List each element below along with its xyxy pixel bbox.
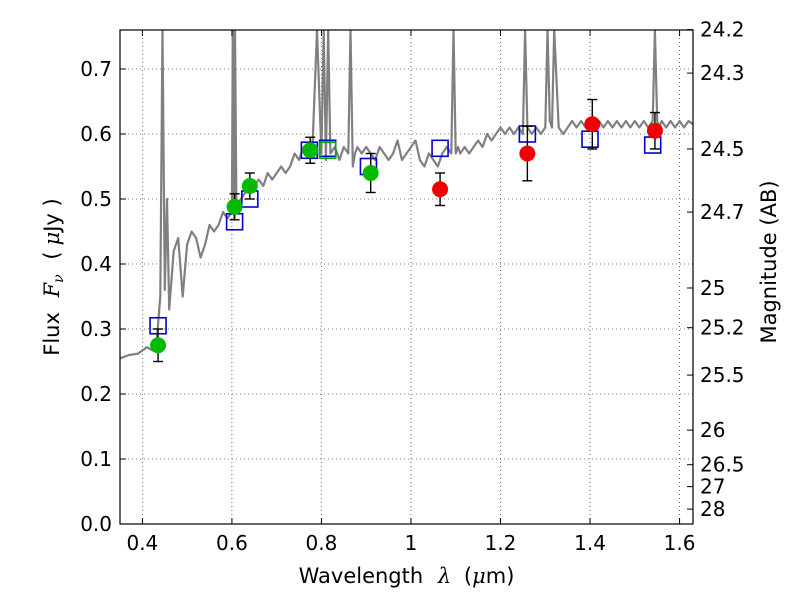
mag-tick-label: 24.3 [700,61,745,85]
observed-optical-point [150,337,167,354]
mag-tick-label: 27 [700,475,725,499]
photometry-markers [149,98,663,363]
x-tick-label: 1 [405,531,418,555]
mag-tick-label: 25 [700,276,725,300]
plot-frame [119,29,694,525]
observed-nir-point [646,122,663,139]
model-flux-square [581,130,599,148]
observed-optical-point [226,198,243,215]
right-axis-label: Magnitude (AB) [757,180,781,343]
mag-tick-label: 26.5 [700,453,745,477]
x-tick-label: 0.6 [216,531,248,555]
spectrum-line [120,30,693,360]
y-tick-label: 0.2 [80,382,112,406]
observed-optical-point [362,165,379,181]
mag-tick-label: 24.7 [700,200,745,224]
x-tick-label: 1.6 [664,531,696,555]
mag-tick-label: 24.5 [700,137,745,161]
y-tick-label: 0.1 [80,447,112,471]
y-tick-label: 0.0 [80,512,112,536]
observed-optical-point [241,178,258,194]
mag-tick-label: 28 [700,497,725,521]
model-spectrum [120,30,693,360]
x-axis-label: Wavelength λ (μm) [299,564,515,588]
mag-tick-label: 26 [700,418,725,442]
observed-optical-point [302,142,319,159]
axis-ticks: 0.4 0.6 0.8 1 1.2 1.4 1.6 0.0 0.1 0.2 0.3 0.4 0.5 0.6… [80,18,744,555]
y-tick-label: 0.6 [80,122,112,146]
observed-nir-point [432,181,449,198]
mag-tick-label: 25.2 [700,316,745,340]
mag-tick-label: 25.5 [700,363,745,387]
y-tick-label: 0.5 [80,187,112,211]
observed-nir-point [519,145,536,162]
x-tick-label: 0.8 [306,531,338,555]
y-tick-label: 0.4 [80,252,112,276]
model-flux-square [643,136,662,154]
x-tick-label: 1.2 [485,531,517,555]
y-axis-label: Flux Fν (μJy ) [40,198,68,355]
observed-nir-point [584,116,601,133]
model-flux-square [431,139,449,158]
x-tick-label: 0.4 [126,531,158,555]
y-tick-label: 0.3 [80,317,112,341]
grid [120,30,693,525]
mag-tick-label: 24.2 [700,18,745,42]
x-tick-label: 1.4 [574,531,606,555]
y-tick-label: 0.7 [80,57,112,81]
model-flux-square-green [318,141,337,160]
